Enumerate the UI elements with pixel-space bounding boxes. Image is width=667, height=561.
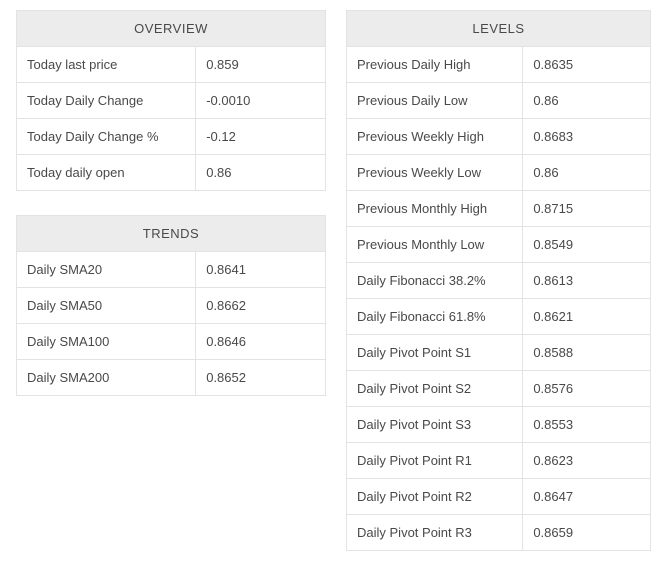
row-value: 0.8623 [523, 443, 651, 479]
row-label: Today Daily Change [17, 83, 196, 119]
table-row: Daily SMA20 0.8641 [17, 252, 326, 288]
layout-columns: OVERVIEW Today last price 0.859 Today Da… [16, 10, 651, 551]
trends-title: TRENDS [17, 216, 326, 252]
row-value: -0.12 [196, 119, 326, 155]
row-label: Daily SMA100 [17, 324, 196, 360]
row-value: 0.86 [523, 155, 651, 191]
row-label: Daily Pivot Point S2 [347, 371, 523, 407]
table-row: Daily Pivot Point S1 0.8588 [347, 335, 651, 371]
row-label: Previous Weekly Low [347, 155, 523, 191]
row-label: Today daily open [17, 155, 196, 191]
row-value: 0.8652 [196, 360, 326, 396]
row-label: Previous Daily High [347, 47, 523, 83]
row-label: Today Daily Change % [17, 119, 196, 155]
table-row: Daily Fibonacci 38.2% 0.8613 [347, 263, 651, 299]
row-value: 0.8646 [196, 324, 326, 360]
row-label: Daily Pivot Point S1 [347, 335, 523, 371]
overview-title: OVERVIEW [17, 11, 326, 47]
table-row: Previous Weekly High 0.8683 [347, 119, 651, 155]
levels-title: LEVELS [347, 11, 651, 47]
table-row: Previous Weekly Low 0.86 [347, 155, 651, 191]
row-value: 0.8588 [523, 335, 651, 371]
table-row: Previous Daily Low 0.86 [347, 83, 651, 119]
row-value: 0.859 [196, 47, 326, 83]
row-value: 0.8659 [523, 515, 651, 551]
table-row: Daily SMA50 0.8662 [17, 288, 326, 324]
table-row: Daily Pivot Point S2 0.8576 [347, 371, 651, 407]
row-label: Daily Fibonacci 61.8% [347, 299, 523, 335]
row-value: 0.8641 [196, 252, 326, 288]
row-label: Daily Fibonacci 38.2% [347, 263, 523, 299]
table-row: Today Daily Change % -0.12 [17, 119, 326, 155]
row-label: Previous Monthly Low [347, 227, 523, 263]
trends-table: TRENDS Daily SMA20 0.8641 Daily SMA50 0.… [16, 215, 326, 396]
row-value: 0.86 [523, 83, 651, 119]
table-row: Today last price 0.859 [17, 47, 326, 83]
row-label: Today last price [17, 47, 196, 83]
row-value: 0.8715 [523, 191, 651, 227]
right-column: LEVELS Previous Daily High 0.8635 Previo… [346, 10, 651, 551]
row-label: Daily Pivot Point R3 [347, 515, 523, 551]
row-label: Previous Weekly High [347, 119, 523, 155]
row-value: 0.8549 [523, 227, 651, 263]
row-value: 0.86 [196, 155, 326, 191]
table-row: Daily Pivot Point R2 0.8647 [347, 479, 651, 515]
table-row: Daily Pivot Point S3 0.8553 [347, 407, 651, 443]
overview-table: OVERVIEW Today last price 0.859 Today Da… [16, 10, 326, 191]
table-row: Today Daily Change -0.0010 [17, 83, 326, 119]
row-value: 0.8621 [523, 299, 651, 335]
row-value: 0.8553 [523, 407, 651, 443]
row-value: 0.8576 [523, 371, 651, 407]
row-label: Daily SMA200 [17, 360, 196, 396]
row-value: 0.8613 [523, 263, 651, 299]
levels-table: LEVELS Previous Daily High 0.8635 Previo… [346, 10, 651, 551]
row-value: 0.8635 [523, 47, 651, 83]
table-row: Daily Fibonacci 61.8% 0.8621 [347, 299, 651, 335]
row-value: 0.8662 [196, 288, 326, 324]
table-row: Daily Pivot Point R3 0.8659 [347, 515, 651, 551]
row-value: 0.8647 [523, 479, 651, 515]
table-row: Daily SMA200 0.8652 [17, 360, 326, 396]
row-label: Daily Pivot Point R1 [347, 443, 523, 479]
row-label: Daily Pivot Point R2 [347, 479, 523, 515]
table-row: Previous Daily High 0.8635 [347, 47, 651, 83]
left-column: OVERVIEW Today last price 0.859 Today Da… [16, 10, 326, 396]
row-label: Daily SMA50 [17, 288, 196, 324]
table-row: Today daily open 0.86 [17, 155, 326, 191]
row-value: -0.0010 [196, 83, 326, 119]
row-label: Previous Daily Low [347, 83, 523, 119]
row-label: Previous Monthly High [347, 191, 523, 227]
table-row: Previous Monthly Low 0.8549 [347, 227, 651, 263]
table-row: Previous Monthly High 0.8715 [347, 191, 651, 227]
row-label: Daily SMA20 [17, 252, 196, 288]
table-row: Daily SMA100 0.8646 [17, 324, 326, 360]
row-value: 0.8683 [523, 119, 651, 155]
table-row: Daily Pivot Point R1 0.8623 [347, 443, 651, 479]
row-label: Daily Pivot Point S3 [347, 407, 523, 443]
